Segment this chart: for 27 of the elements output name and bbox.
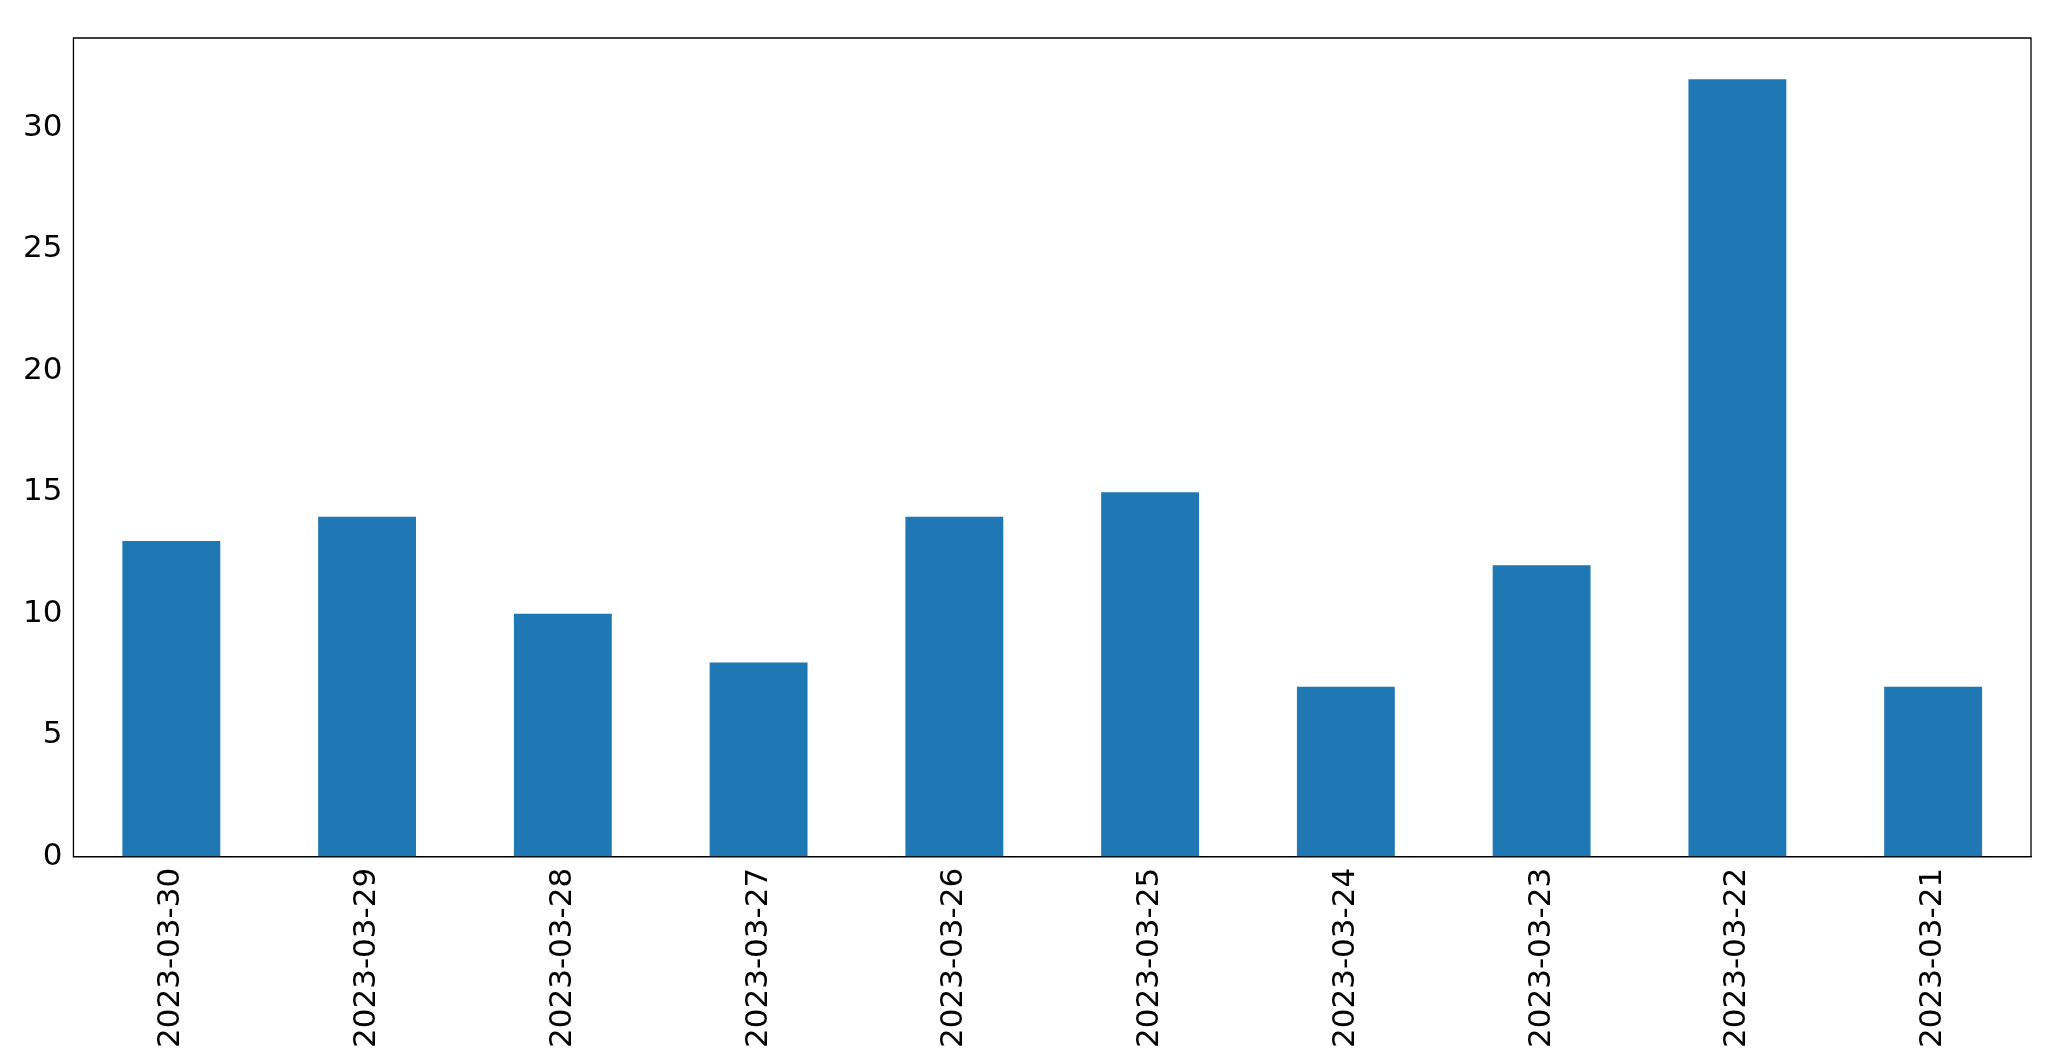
x-tick-label: 2023-03-30 [150,867,187,1049]
bar [513,613,612,857]
bar [1492,565,1591,857]
y-tick-label: 5 [42,714,63,751]
x-tick-label: 2023-03-26 [933,867,970,1049]
x-tick-label: 2023-03-24 [1324,867,1361,1049]
bar [122,540,221,857]
bar [709,662,808,857]
y-tick-label: 15 [22,471,63,508]
bar [1884,686,1983,857]
y-tick-label: 30 [22,106,63,143]
y-tick-label: 20 [22,349,63,386]
x-tick-label: 2023-03-22 [1716,867,1753,1049]
bar [905,516,1004,857]
bar [318,516,417,857]
x-tick-label: 2023-03-23 [1520,867,1557,1049]
bar [1688,79,1787,857]
x-tick-label: 2023-03-25 [1129,867,1166,1049]
x-tick-label: 2023-03-29 [346,867,383,1049]
bar [1296,686,1395,857]
x-tick-label: 2023-03-27 [737,867,774,1049]
x-tick-label: 2023-03-21 [1912,867,1949,1049]
y-tick-label: 0 [42,835,63,872]
y-tick-label: 25 [22,228,63,265]
bar [1101,492,1200,857]
x-tick-label: 2023-03-28 [541,867,578,1049]
y-tick-label: 10 [22,592,63,629]
